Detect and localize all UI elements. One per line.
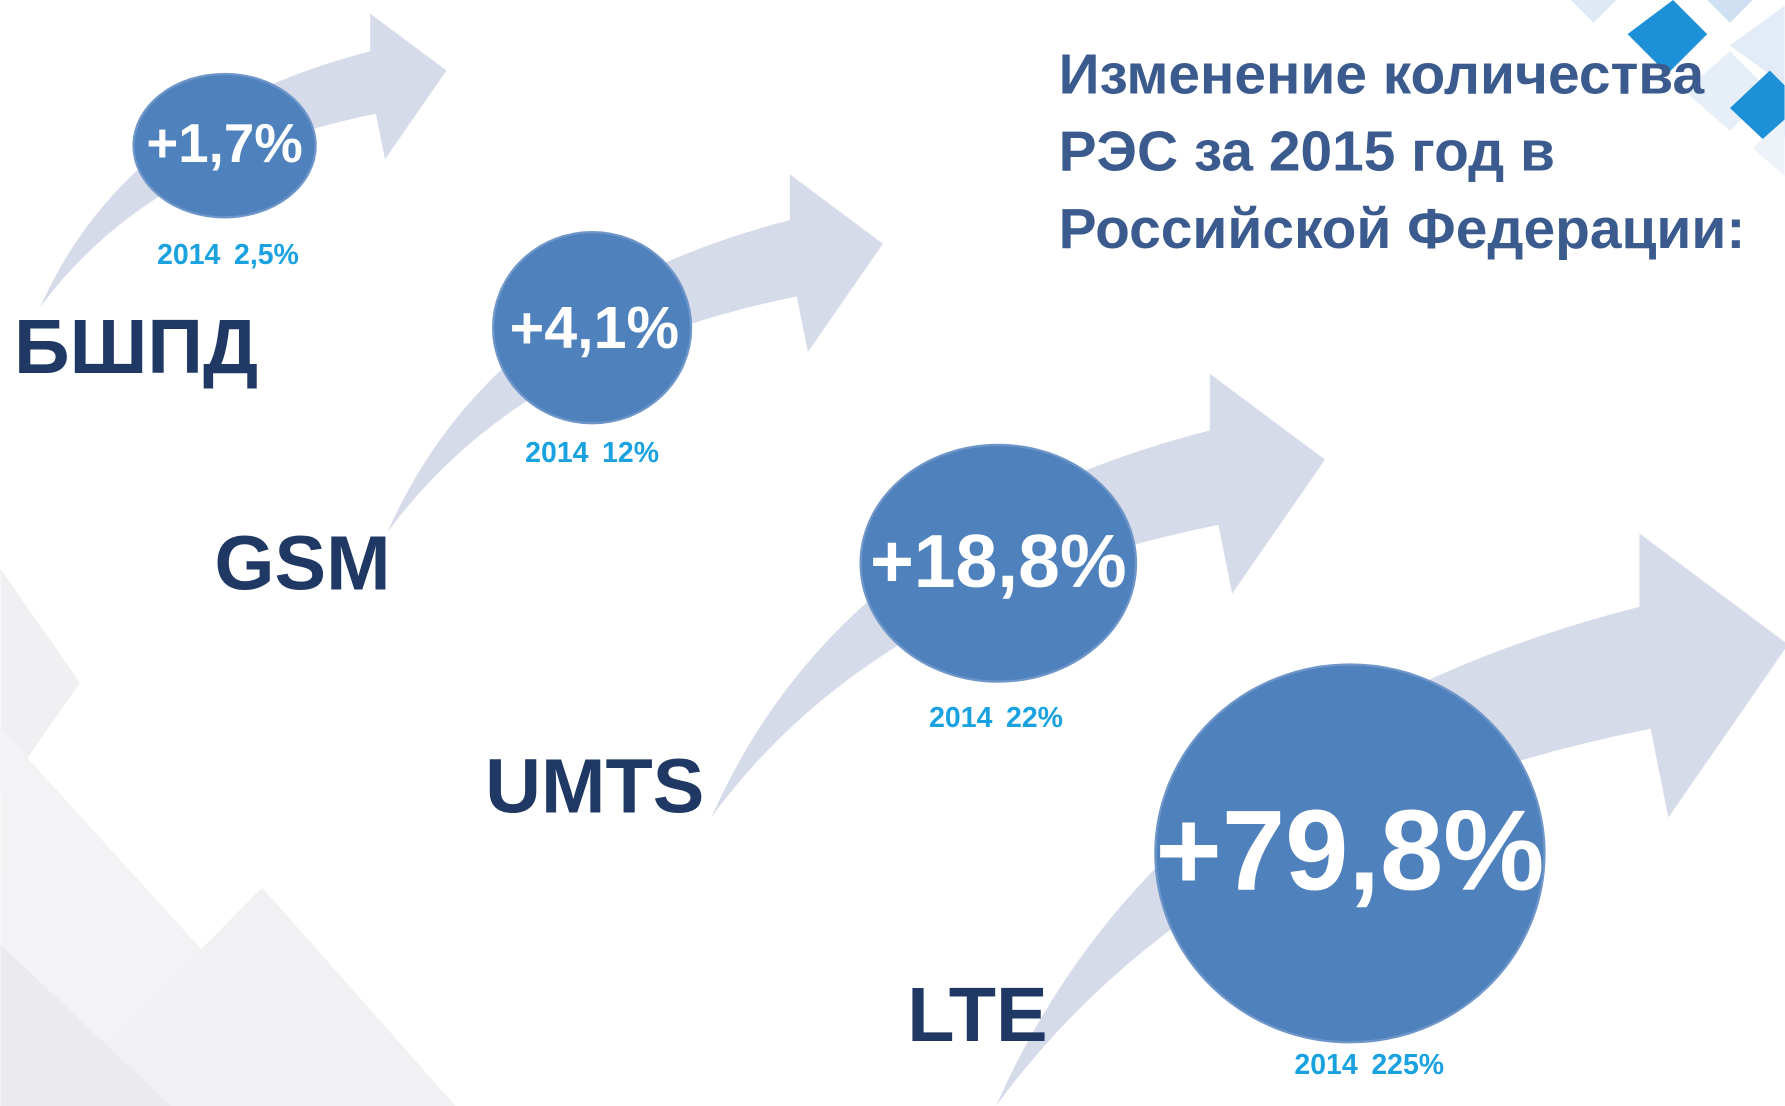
bubble [1154,663,1546,1044]
change: +79,8% [1155,788,1544,915]
year: 2014 [157,239,220,271]
title-line: Российской Федерации: [1059,197,1746,261]
label: UMTS [485,743,704,829]
title-line: Изменение количества [1059,42,1705,106]
previous-value: 22% [1006,702,1063,734]
previous: 2014 12% [525,437,659,469]
year: 2014 [525,437,588,469]
year: 2014 [929,702,992,734]
previous-value: 12% [602,437,659,469]
bubble [491,230,693,425]
previous: 2014 2,5% [157,239,299,271]
year: 2014 [1294,1049,1357,1081]
change: +1,7% [146,113,302,174]
previous-value: 225% [1371,1049,1444,1081]
previous-value: 2,5% [234,239,299,271]
change: +4,1% [510,294,679,361]
label: БШПД [14,304,258,390]
bubble [132,72,317,219]
previous: 2014 225% [1294,1049,1444,1081]
bubble [859,443,1138,683]
title-line: РЭС за 2015 год в [1059,120,1555,184]
label: LTE [907,972,1047,1058]
label: GSM [214,520,390,606]
change: +18,8% [870,519,1127,603]
previous: 2014 22% [929,702,1063,734]
